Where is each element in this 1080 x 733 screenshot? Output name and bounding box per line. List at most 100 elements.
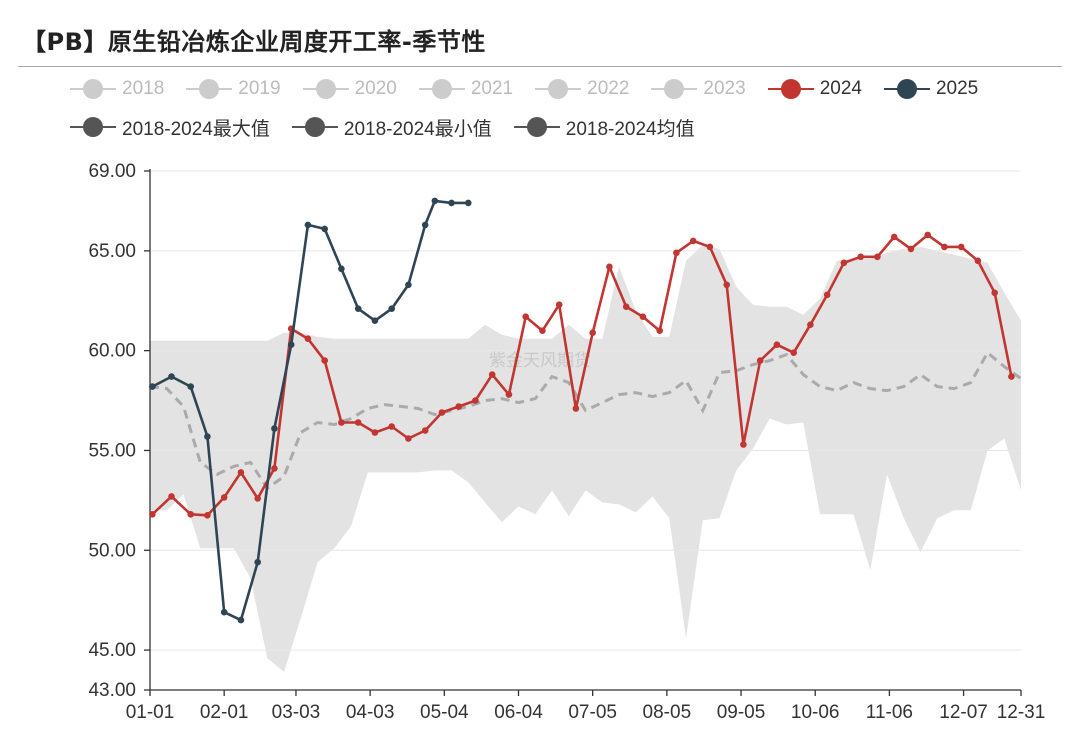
legend-item-2024[interactable]: 2024 (767, 78, 862, 100)
legend-marker-icon (186, 79, 233, 99)
legend-item-2025[interactable]: 2025 (883, 78, 979, 100)
chart-legend: 2018 2019 2020 2021 2022 2023 2024 2025 2018-20… (70, 70, 1060, 146)
data-point-2024 (220, 494, 228, 501)
legend-label: 2023 (703, 78, 746, 99)
title-divider (18, 66, 1062, 67)
data-point-2025 (421, 221, 429, 229)
data-point-2024 (874, 253, 881, 261)
data-point-2025 (254, 558, 261, 566)
legend-item-2021[interactable]: 2021 (418, 78, 514, 100)
legend-item-2023[interactable]: 2023 (651, 78, 746, 100)
x-tick-label: 04-03 (346, 702, 395, 723)
data-point-2024 (823, 291, 831, 299)
data-point-2024 (204, 512, 211, 519)
legend-marker-icon (418, 79, 465, 99)
data-point-2025 (405, 281, 412, 289)
data-point-2024 (505, 391, 513, 398)
legend-marker-icon (883, 79, 930, 99)
data-point-2024 (689, 237, 697, 245)
data-point-2024 (773, 341, 781, 349)
legend-marker-icon (767, 79, 814, 99)
y-tick-label: 65.00 (88, 241, 136, 262)
y-tick-label: 43.00 (88, 680, 136, 701)
legend-marker-icon (70, 79, 116, 99)
legend-label: 2025 (935, 78, 979, 99)
data-point-2024 (254, 495, 261, 502)
y-tick-label: 69.00 (88, 161, 136, 182)
legend-row-years: 2018 2019 2020 2021 2022 2023 2024 2025 (70, 70, 1060, 108)
data-point-2024 (723, 281, 730, 289)
legend-item-2019[interactable]: 2019 (186, 78, 281, 100)
data-point-2024 (639, 313, 647, 321)
data-point-2024 (488, 371, 496, 378)
data-point-2024 (673, 249, 680, 257)
data-point-2024 (388, 423, 396, 430)
data-point-2024 (168, 493, 175, 500)
data-point-2024 (354, 419, 362, 426)
legend-marker-icon (302, 79, 349, 99)
legend-marker-icon (535, 79, 582, 99)
mean-line (149, 350, 1022, 491)
data-point-2024 (840, 259, 848, 267)
x-tick-label: 08-05 (643, 702, 692, 723)
legend-marker-icon (291, 117, 338, 137)
data-point-2024 (957, 243, 965, 251)
data-point-2024 (589, 329, 596, 337)
data-point-2025 (354, 305, 362, 313)
legend-item-2022[interactable]: 2022 (535, 78, 629, 100)
data-point-2024 (555, 301, 563, 309)
data-point-2025 (149, 383, 156, 390)
data-point-2024 (237, 469, 245, 476)
data-point-2024 (807, 321, 814, 329)
legend-item-2018[interactable]: 2018 (70, 78, 164, 100)
data-point-2025 (237, 616, 245, 624)
x-tick-label: 06-04 (494, 702, 543, 723)
series-lines (149, 197, 1015, 624)
legend-row-stats: 2018-2024最大值 2018-2024最小值 2018-2024均值 (70, 108, 1060, 146)
data-point-2025 (448, 199, 455, 207)
legend-marker-icon (651, 79, 698, 99)
data-point-2024 (522, 313, 529, 321)
data-point-2025 (271, 425, 278, 432)
data-point-2025 (287, 341, 295, 349)
data-point-2025 (338, 265, 345, 273)
data-point-2025 (465, 199, 472, 207)
legend-item-2020[interactable]: 2020 (302, 78, 397, 100)
legend-label: 2024 (819, 78, 862, 99)
data-point-2024 (890, 233, 898, 241)
legend-item-2018-2024最大值[interactable]: 2018-2024最大值 (70, 114, 270, 141)
data-point-2024 (338, 419, 345, 426)
data-point-2024 (149, 511, 156, 518)
x-tick-label: 12-31 (997, 702, 1046, 723)
legend-label: 2018 (122, 78, 165, 99)
series-line-2025 (151, 199, 469, 622)
data-point-2025 (431, 197, 439, 205)
data-point-2024 (991, 289, 998, 297)
data-point-2024 (857, 253, 864, 261)
legend-label: 2021 (470, 78, 514, 99)
data-point-2024 (472, 397, 479, 404)
data-point-2024 (606, 263, 613, 271)
y-tick-label: 55.00 (88, 440, 136, 461)
mean-dashed-line (149, 350, 1022, 491)
data-point-2024 (941, 243, 948, 251)
data-point-2024 (924, 231, 931, 239)
data-point-2025 (321, 225, 329, 233)
data-point-2024 (539, 327, 546, 335)
legend-item-2018-2024均值[interactable]: 2018-2024均值 (513, 114, 695, 141)
band-area (150, 244, 1021, 672)
watermark: 紫金天风期货 (489, 351, 591, 371)
data-point-2024 (572, 405, 580, 412)
data-point-2024 (656, 327, 663, 335)
data-point-2024 (974, 257, 982, 265)
data-point-2025 (168, 373, 175, 380)
data-point-2025 (187, 383, 194, 390)
data-point-2025 (388, 305, 396, 313)
legend-label: 2018-2024均值 (565, 118, 695, 140)
x-tick-label: 01-01 (126, 702, 175, 723)
data-point-2024 (756, 357, 764, 364)
legend-item-2018-2024最小值[interactable]: 2018-2024最小值 (291, 114, 492, 141)
data-point-2024 (405, 435, 412, 442)
data-point-2024 (321, 357, 329, 364)
x-tick-label: 10-06 (791, 702, 840, 723)
